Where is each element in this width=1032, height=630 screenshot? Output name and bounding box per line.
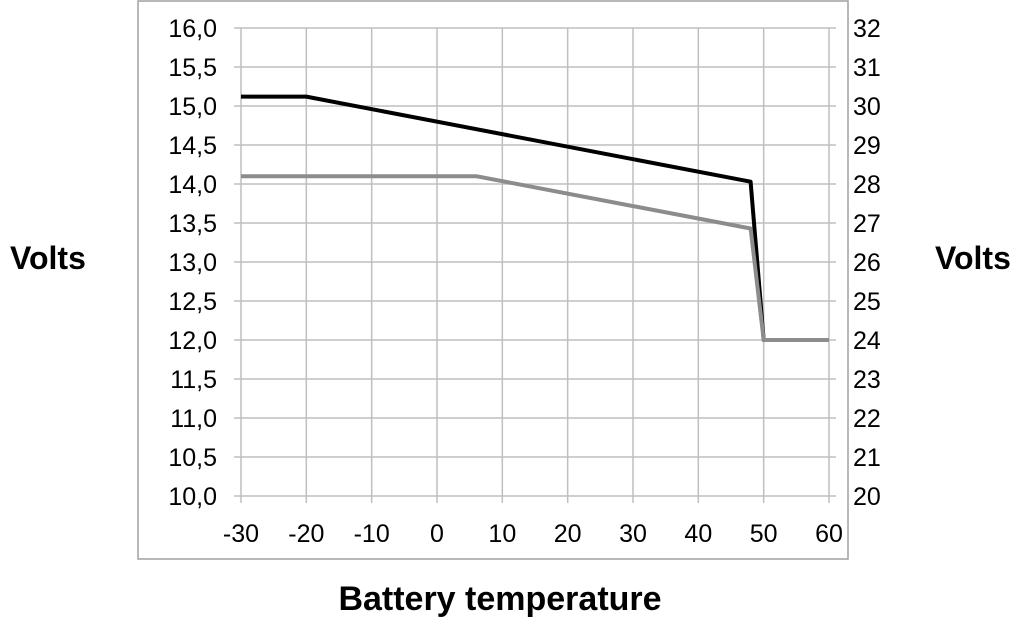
y-right-tick-label: 32 — [853, 15, 881, 43]
y-right-tick-label: 21 — [853, 444, 881, 472]
y-left-tick-label: 11,0 — [170, 405, 217, 433]
y-right-tick-label: 25 — [853, 288, 881, 316]
x-axis-label: Battery temperature — [338, 580, 662, 618]
y-right-tick-label: 31 — [853, 54, 881, 82]
y-left-tick-label: 15,0 — [168, 93, 217, 121]
y-axis-label-right: Volts — [935, 240, 1011, 276]
y-right-tick-label: 30 — [853, 93, 881, 121]
y-right-tick-label: 23 — [853, 366, 881, 394]
y-left-tick-label: 16,0 — [168, 15, 217, 43]
y-right-tick-label: 28 — [853, 171, 881, 199]
y-left-tick-label: 13,5 — [168, 210, 217, 238]
y-left-tick-label: 14,0 — [168, 171, 217, 199]
x-tick-label: 50 — [750, 520, 778, 548]
x-tick-label: -10 — [354, 520, 390, 548]
y-right-tick-label: 20 — [853, 483, 881, 511]
x-tick-label: 10 — [488, 520, 516, 548]
x-tick-label: 20 — [554, 520, 582, 548]
y-right-tick-label: 26 — [853, 249, 881, 277]
y-right-tick-label: 27 — [853, 210, 881, 238]
x-tick-label: -30 — [223, 520, 259, 548]
y-axis-label-left: Volts — [10, 240, 86, 276]
y-right-tick-label: 29 — [853, 132, 881, 160]
x-tick-label: 0 — [430, 520, 444, 548]
y-left-tick-label: 12,5 — [168, 288, 217, 316]
tick-labels: -30 -20 -10 0 10 20 30 40 50 60 16,0 32 15,5 31 15,0 30… — [168, 15, 881, 548]
y-left-tick-label: 14,5 — [168, 132, 217, 160]
y-right-tick-label: 22 — [853, 405, 881, 433]
y-left-tick-label: 15,5 — [168, 54, 217, 82]
x-tick-label: -20 — [288, 520, 324, 548]
series-line-2 — [241, 174, 829, 342]
chart-frame — [137, 0, 849, 560]
y-left-tick-label: 13,0 — [168, 249, 217, 277]
x-tick-label: 40 — [684, 520, 712, 548]
series-lines — [241, 94, 829, 342]
y-left-tick-label: 10,0 — [168, 483, 217, 511]
y-left-tick-label: 11,5 — [170, 366, 217, 394]
x-tick-label: 60 — [815, 520, 843, 548]
y-left-tick-label: 12,0 — [168, 327, 217, 355]
y-right-tick-label: 24 — [853, 327, 881, 355]
y-left-tick-label: 10,5 — [168, 444, 217, 472]
x-tick-label: 30 — [619, 520, 647, 548]
gridlines — [234, 27, 836, 503]
